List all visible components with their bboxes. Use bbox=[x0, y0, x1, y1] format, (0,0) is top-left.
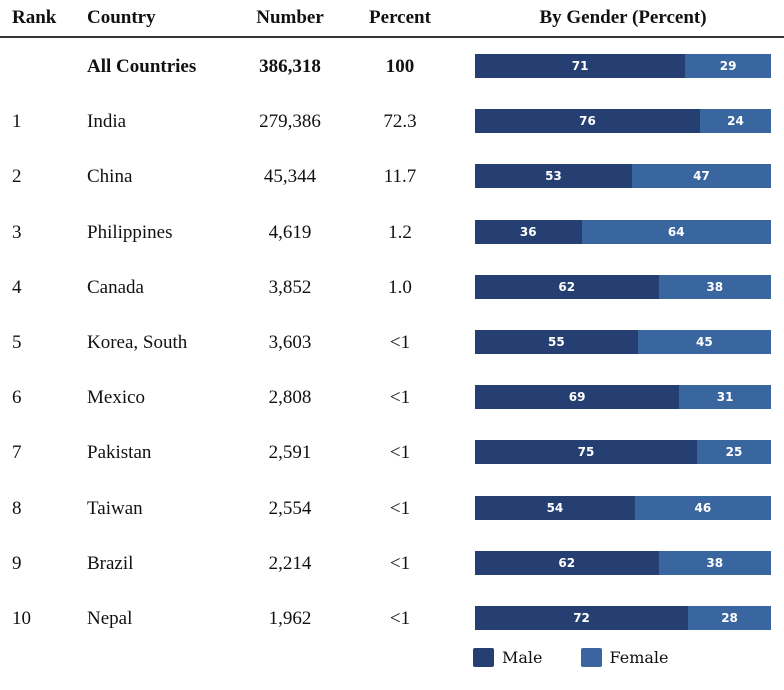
country-cell: India bbox=[87, 111, 127, 133]
gender-bar: 53 47 bbox=[475, 164, 771, 189]
male-segment: 36 bbox=[475, 219, 582, 244]
table-header: Rank Country Number Percent By Gender (P… bbox=[0, 0, 784, 38]
table-row: 8 Taiwan 2,554 <1 54 46 bbox=[0, 495, 784, 524]
female-segment: 47 bbox=[631, 164, 771, 189]
country-cell: China bbox=[87, 166, 133, 188]
table-row: 4 Canada 3,852 1.0 62 38 bbox=[0, 274, 784, 303]
rank-cell: 7 bbox=[12, 442, 22, 464]
male-segment: 55 bbox=[475, 330, 638, 354]
number-cell: 45,344 bbox=[263, 166, 317, 188]
country-cell: Korea, South bbox=[87, 332, 188, 353]
male-segment: 75 bbox=[475, 440, 697, 465]
female-segment: 64 bbox=[581, 219, 771, 244]
male-segment: 71 bbox=[475, 54, 686, 78]
female-segment: 38 bbox=[658, 550, 771, 575]
percent-cell: 72.3 bbox=[383, 111, 417, 133]
number-cell: 2,808 bbox=[268, 387, 312, 409]
percent-cell: <1 bbox=[389, 608, 411, 629]
male-segment: 62 bbox=[475, 550, 659, 575]
country-cell: Mexico bbox=[87, 387, 146, 409]
gender-bar: 62 38 bbox=[475, 550, 771, 575]
female-segment: 38 bbox=[658, 274, 771, 299]
rank-cell: 3 bbox=[12, 221, 22, 243]
country-cell: Nepal bbox=[87, 608, 133, 629]
male-segment: 72 bbox=[475, 606, 689, 630]
legend-swatch-male bbox=[473, 648, 494, 667]
male-segment: 53 bbox=[475, 164, 632, 189]
percent-cell: <1 bbox=[389, 387, 411, 409]
female-segment: 45 bbox=[637, 330, 771, 354]
female-segment: 28 bbox=[688, 606, 771, 630]
gender-bar: 62 38 bbox=[475, 274, 771, 299]
male-segment: 69 bbox=[475, 385, 680, 410]
header-country: Country bbox=[87, 7, 156, 28]
country-cell: Philippines bbox=[87, 221, 173, 243]
number-cell: 3,603 bbox=[268, 332, 312, 353]
header-number: Number bbox=[256, 7, 324, 28]
number-cell: 3,852 bbox=[268, 276, 312, 298]
percent-cell: 11.7 bbox=[383, 166, 417, 188]
percent-cell: <1 bbox=[389, 552, 411, 574]
gender-bar: 71 29 bbox=[475, 54, 771, 78]
rank-cell: 6 bbox=[12, 387, 22, 409]
table-row: 9 Brazil 2,214 <1 62 38 bbox=[0, 550, 784, 579]
country-cell: Taiwan bbox=[87, 497, 143, 519]
gender-bar: 55 45 bbox=[475, 330, 771, 354]
percent-cell: <1 bbox=[389, 332, 411, 353]
male-segment: 54 bbox=[475, 495, 635, 520]
rank-cell: 8 bbox=[12, 497, 22, 519]
gender-bar: 76 24 bbox=[475, 109, 771, 134]
gender-bar: 72 28 bbox=[475, 606, 771, 630]
percent-cell: 1.0 bbox=[388, 276, 412, 298]
gender-bar: 54 46 bbox=[475, 495, 771, 520]
rank-cell: 9 bbox=[12, 552, 22, 574]
header-rank: Rank bbox=[12, 7, 57, 28]
percent-cell: 100 bbox=[385, 56, 415, 77]
female-segment: 24 bbox=[699, 109, 771, 134]
country-cell: All Countries bbox=[87, 56, 197, 77]
male-segment: 62 bbox=[475, 274, 659, 299]
rank-cell: 4 bbox=[12, 276, 22, 298]
table-row: 2 China 45,344 11.7 53 47 bbox=[0, 164, 784, 192]
number-cell: 2,214 bbox=[268, 552, 312, 574]
female-segment: 29 bbox=[685, 54, 771, 78]
male-segment: 76 bbox=[475, 109, 700, 134]
number-cell: 386,318 bbox=[259, 56, 321, 77]
female-segment: 31 bbox=[679, 385, 771, 410]
percent-cell: <1 bbox=[389, 442, 411, 464]
legend: Male Female bbox=[473, 648, 669, 667]
number-cell: 279,386 bbox=[259, 111, 321, 133]
gender-bar: 75 25 bbox=[475, 440, 771, 465]
number-cell: 2,554 bbox=[268, 497, 312, 519]
table-row: 3 Philippines 4,619 1.2 36 64 bbox=[0, 219, 784, 248]
country-cell: Brazil bbox=[87, 552, 134, 574]
legend-label-male: Male bbox=[502, 648, 543, 667]
table-row: 7 Pakistan 2,591 <1 75 25 bbox=[0, 440, 784, 468]
table-row: 5 Korea, South 3,603 <1 55 45 bbox=[0, 330, 784, 358]
female-segment: 46 bbox=[634, 495, 771, 520]
rank-cell: 1 bbox=[12, 111, 22, 133]
header-gender: By Gender (Percent) bbox=[539, 7, 707, 28]
table-row: 10 Nepal 1,962 <1 72 28 bbox=[0, 606, 784, 634]
number-cell: 1,962 bbox=[268, 608, 312, 629]
table-row: 6 Mexico 2,808 <1 69 31 bbox=[0, 385, 784, 413]
gender-bar: 36 64 bbox=[475, 219, 771, 244]
number-cell: 2,591 bbox=[268, 442, 312, 464]
percent-cell: <1 bbox=[389, 497, 411, 519]
percent-cell: 1.2 bbox=[388, 221, 412, 243]
table-row: 1 India 279,386 72.3 76 24 bbox=[0, 109, 784, 137]
rank-cell: 5 bbox=[12, 332, 22, 353]
gender-bar: 69 31 bbox=[475, 385, 771, 410]
female-segment: 25 bbox=[697, 440, 771, 465]
number-cell: 4,619 bbox=[268, 221, 312, 243]
legend-label-female: Female bbox=[609, 648, 669, 667]
table-row: All Countries 386,318 100 71 29 bbox=[0, 54, 784, 82]
rank-cell: 10 bbox=[12, 608, 31, 629]
header-percent: Percent bbox=[369, 7, 431, 28]
legend-swatch-female bbox=[580, 648, 602, 667]
country-cell: Canada bbox=[87, 276, 144, 298]
country-cell: Pakistan bbox=[87, 442, 152, 464]
rank-cell: 2 bbox=[12, 166, 22, 188]
